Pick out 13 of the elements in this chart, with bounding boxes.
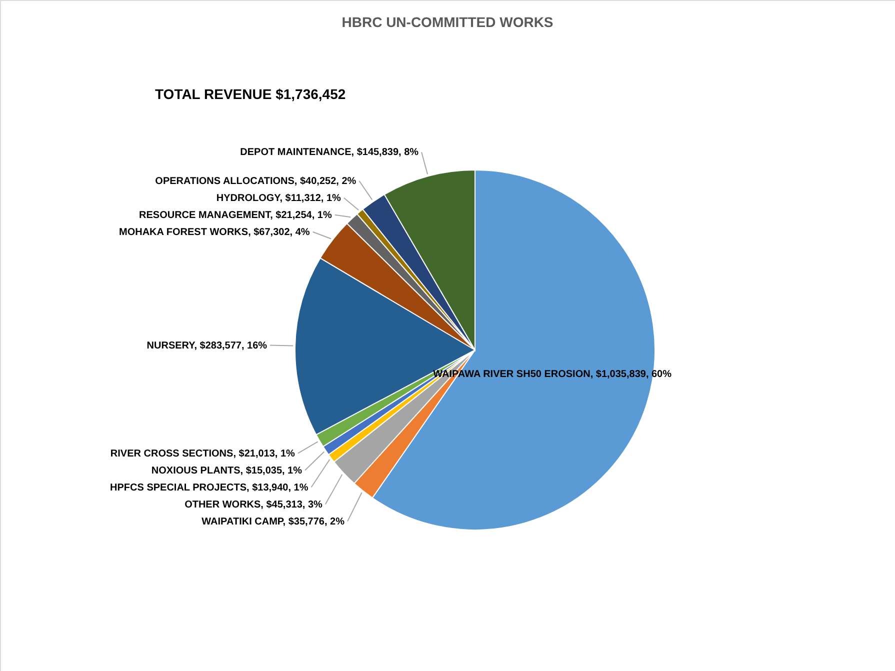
slice-label: RESOURCE MANAGEMENT, $21,254, 1% xyxy=(139,210,332,221)
slice-label: NOXIOUS PLANTS, $15,035, 1% xyxy=(151,465,302,476)
text: TOTAL REVENUE $1,736,452 xyxy=(155,86,346,102)
slice-label: OPERATIONS ALLOCATIONS, $40,252, 2% xyxy=(155,176,356,187)
slice-label: NURSERY, $283,577, 16% xyxy=(146,340,268,352)
slice-label: RIVER CROSS SECTIONS, $21,013, 1% xyxy=(110,448,296,460)
chart-title: HBRC UN-COMMITTED WORKS xyxy=(342,14,554,30)
slice-label: OTHER WORKS, $45,313, 3% xyxy=(184,499,323,510)
slice-label: WAIPATIKI CAMP, $35,776, 2% xyxy=(202,516,345,528)
slice-label: DEPOT MAINTENANCE, $145,839, 8% xyxy=(240,147,419,158)
slice-label: HPFCS SPECIAL PROJECTS, $13,940, 1% xyxy=(110,482,308,494)
slice-label: MOHAKA FOREST WORKS, $67,302, 4% xyxy=(119,226,310,238)
slice-label: HYDROLOGY, $11,312, 1% xyxy=(216,192,341,204)
